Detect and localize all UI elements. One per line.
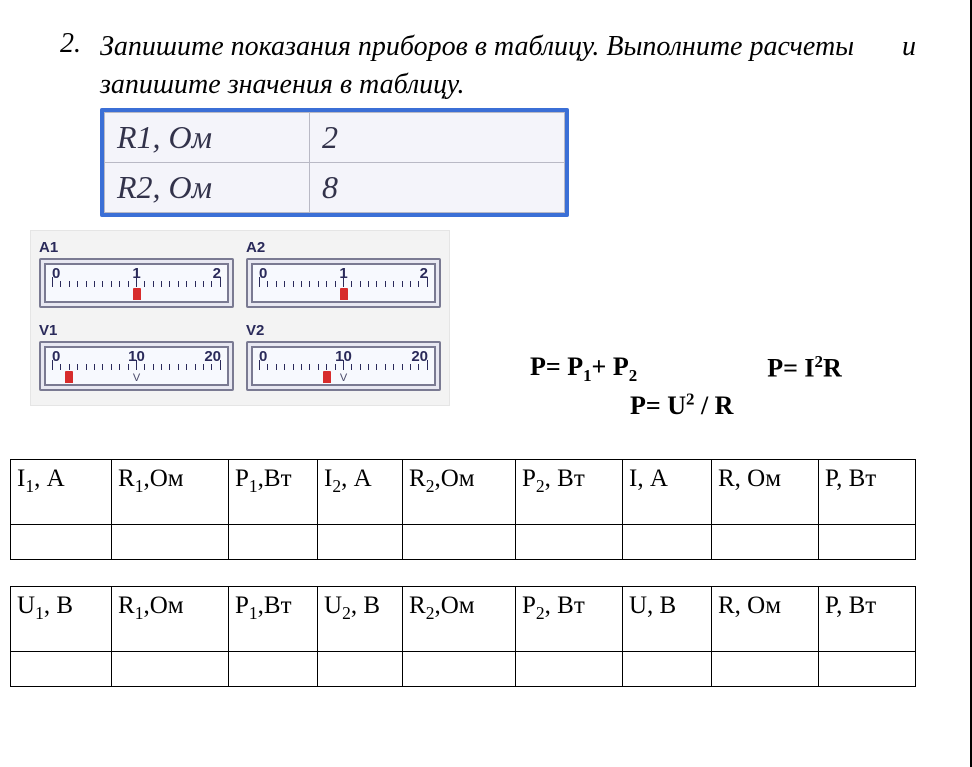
th-p1: P1,Вт: [229, 460, 318, 525]
voltmeter-2-ticks: [259, 364, 428, 372]
cell-empty: [11, 652, 112, 687]
cell-empty: [819, 652, 916, 687]
table-row: [11, 525, 916, 560]
formula-p-u2r: P= U2 / R: [630, 391, 733, 420]
th-p: P, Вт: [819, 587, 916, 652]
ammeter-2-needle: [340, 288, 348, 300]
table-header-row: I1, А R1,Ом P1,Вт I2, А R2,Ом P2, Вт I, …: [11, 460, 916, 525]
task-line1-right: и: [902, 28, 916, 66]
voltmeter-1: V1 0 10 20 V: [39, 322, 234, 391]
formula-p-i2r: P= I2R: [767, 352, 842, 386]
cell-empty: [819, 525, 916, 560]
th-r2: R2,Ом: [403, 587, 516, 652]
cell-empty: [112, 652, 229, 687]
ammeter-1-needle: [133, 288, 141, 300]
formulas: P= P1+ P2 P= I2R P= U2 / R: [530, 352, 842, 422]
task-line1-left: Запишите показания приборов в таблицу. В…: [100, 28, 854, 66]
voltmeter-1-gauge: 0 10 20 V: [44, 346, 229, 386]
table-header-row: U1, В R1,Ом P1,Вт U2, В R2,Ом P2, Вт U, …: [11, 587, 916, 652]
task-number: 2.: [60, 28, 100, 60]
th-r: R, Ом: [712, 460, 819, 525]
voltmeter-1-label: V1: [39, 322, 234, 339]
cell-empty: [11, 525, 112, 560]
ammeter-1-label: A1: [39, 239, 234, 256]
res-label-r1: R1, Ом: [105, 112, 310, 162]
cell-empty: [403, 652, 516, 687]
cell-empty: [712, 525, 819, 560]
cell-empty: [516, 652, 623, 687]
th-p1: P1,Вт: [229, 587, 318, 652]
voltmeter-2: V2 0 10 20 V: [246, 322, 441, 391]
th-p2: P2, Вт: [516, 460, 623, 525]
voltmeter-2-gauge: 0 10 20 V: [251, 346, 436, 386]
task-line2: запишите значения в таблицу.: [100, 66, 916, 104]
cell-empty: [318, 525, 403, 560]
data-table-current: I1, А R1,Ом P1,Вт I2, А R2,Ом P2, Вт I, …: [10, 459, 916, 560]
cell-empty: [229, 652, 318, 687]
res-label-r2: R2, Ом: [105, 162, 310, 212]
th-i: I, А: [623, 460, 712, 525]
ammeter-2-gauge: 0 1 2: [251, 263, 436, 303]
th-r: R, Ом: [712, 587, 819, 652]
th-i1: I1, А: [11, 460, 112, 525]
th-p2: P2, Вт: [516, 587, 623, 652]
voltmeter-2-unit: V: [340, 372, 347, 384]
cell-empty: [623, 652, 712, 687]
voltmeter-1-unit: V: [133, 372, 140, 384]
ammeter-1-gauge: 0 1 2: [44, 263, 229, 303]
formula-p-sum: P= P1+ P2: [530, 352, 637, 386]
cell-empty: [516, 525, 623, 560]
ammeter-1: A1 0 1 2: [39, 239, 234, 308]
resistance-table: R1, Ом 2 R2, Ом 8: [100, 108, 569, 217]
voltmeter-1-ticks: [52, 364, 221, 372]
data-table-voltage: U1, В R1,Ом P1,Вт U2, В R2,Ом P2, Вт U, …: [10, 586, 916, 687]
th-i2: I2, А: [318, 460, 403, 525]
voltmeter-1-needle: [65, 371, 73, 383]
page: 2. Запишите показания приборов в таблицу…: [0, 0, 972, 767]
cell-empty: [318, 652, 403, 687]
task-text: Запишите показания приборов в таблицу. В…: [100, 28, 946, 104]
task: 2. Запишите показания приборов в таблицу…: [60, 28, 946, 104]
voltmeter-2-label: V2: [246, 322, 441, 339]
cell-empty: [403, 525, 516, 560]
cell-empty: [623, 525, 712, 560]
th-u: U, В: [623, 587, 712, 652]
ammeter-2-label: A2: [246, 239, 441, 256]
th-r1: R1,Ом: [112, 460, 229, 525]
th-p: P, Вт: [819, 460, 916, 525]
th-u1: U1, В: [11, 587, 112, 652]
res-value-r2: 8: [310, 162, 565, 212]
th-r2: R2,Ом: [403, 460, 516, 525]
cell-empty: [229, 525, 318, 560]
instruments-panel: A1 0 1 2 A2 0 1 2: [30, 230, 450, 406]
ammeter-2: A2 0 1 2: [246, 239, 441, 308]
th-r1: R1,Ом: [112, 587, 229, 652]
table-row: [11, 652, 916, 687]
res-value-r1: 2: [310, 112, 565, 162]
cell-empty: [712, 652, 819, 687]
cell-empty: [112, 525, 229, 560]
th-u2: U2, В: [318, 587, 403, 652]
voltmeter-2-needle: [323, 371, 331, 383]
